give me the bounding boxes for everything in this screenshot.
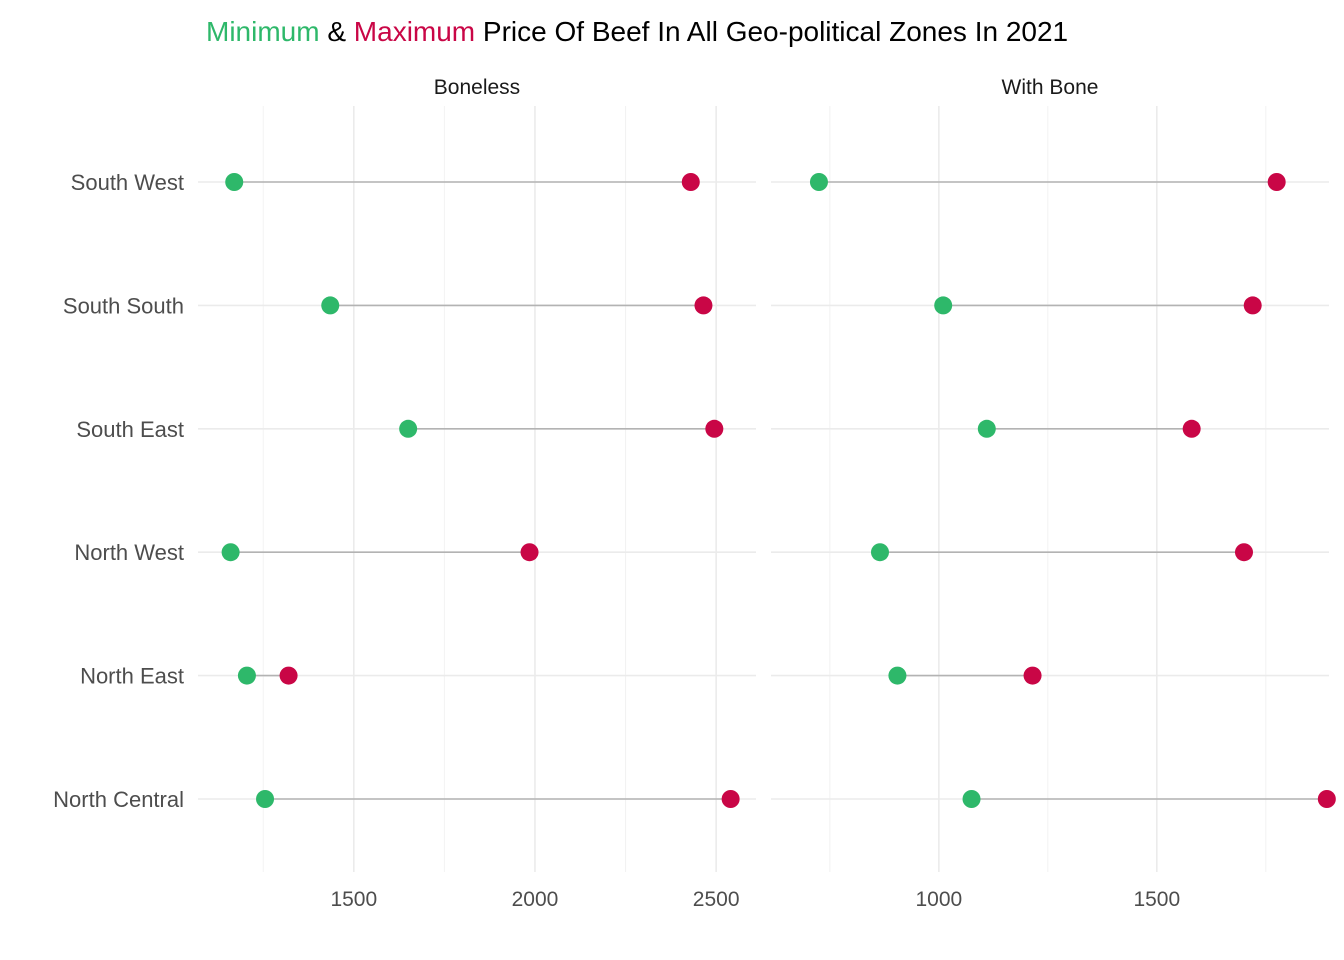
facet-strip-label: Boneless <box>434 76 520 99</box>
minimum-point <box>870 543 889 562</box>
maximum-point <box>694 296 713 315</box>
y-tick-label: South South <box>63 293 184 318</box>
maximum-point <box>1023 666 1042 685</box>
maximum-point <box>1182 419 1201 438</box>
x-tick-label: 1000 <box>915 888 962 911</box>
maximum-point <box>1317 790 1336 808</box>
x-tick-label: 2500 <box>693 888 740 911</box>
facet-panel: With Bone 1000 1500 <box>771 76 1336 911</box>
minimum-point <box>934 296 953 315</box>
facet-panel: Boneless 1500 2000 2500 <box>198 76 756 911</box>
chart-panels: Boneless 1500 2000 2500 With Bone 1000 1500 <box>198 76 1336 911</box>
minimum-point <box>256 790 275 808</box>
title-maximum-word: Maximum <box>354 16 475 47</box>
minimum-point <box>399 419 418 438</box>
minimum-point <box>962 790 981 808</box>
maximum-point <box>681 173 700 191</box>
y-tick-label: South West <box>71 170 184 195</box>
y-tick-label: South East <box>76 417 184 442</box>
maximum-point <box>1267 173 1286 191</box>
y-tick-label: North Central <box>53 787 184 812</box>
minimum-point <box>221 543 240 562</box>
title-rest: Price Of Beef In All Geo-political Zones… <box>475 16 1068 47</box>
title-minimum-word: Minimum <box>206 16 320 47</box>
maximum-point <box>1234 543 1253 562</box>
maximum-point <box>279 666 298 685</box>
minimum-point <box>237 666 256 685</box>
minimum-point <box>225 173 244 191</box>
minimum-point <box>809 173 828 191</box>
x-tick-label: 1500 <box>330 888 377 911</box>
facet-strip-label: With Bone <box>1002 76 1099 99</box>
x-tick-label: 1500 <box>1133 888 1180 911</box>
title-ampersand: & <box>320 16 354 47</box>
chart-title: Minimum & Maximum Price Of Beef In All G… <box>206 16 1068 47</box>
minimum-point <box>321 296 340 315</box>
y-tick-label: North West <box>74 540 184 565</box>
y-tick-label: North East <box>80 664 184 689</box>
minimum-point <box>888 666 907 685</box>
maximum-point <box>721 790 740 808</box>
maximum-point <box>520 543 539 562</box>
minimum-point <box>977 419 996 438</box>
x-tick-label: 2000 <box>512 888 559 911</box>
y-axis: South West South South South East North Wes… <box>53 170 184 812</box>
maximum-point <box>1243 296 1262 315</box>
maximum-point <box>705 419 724 438</box>
